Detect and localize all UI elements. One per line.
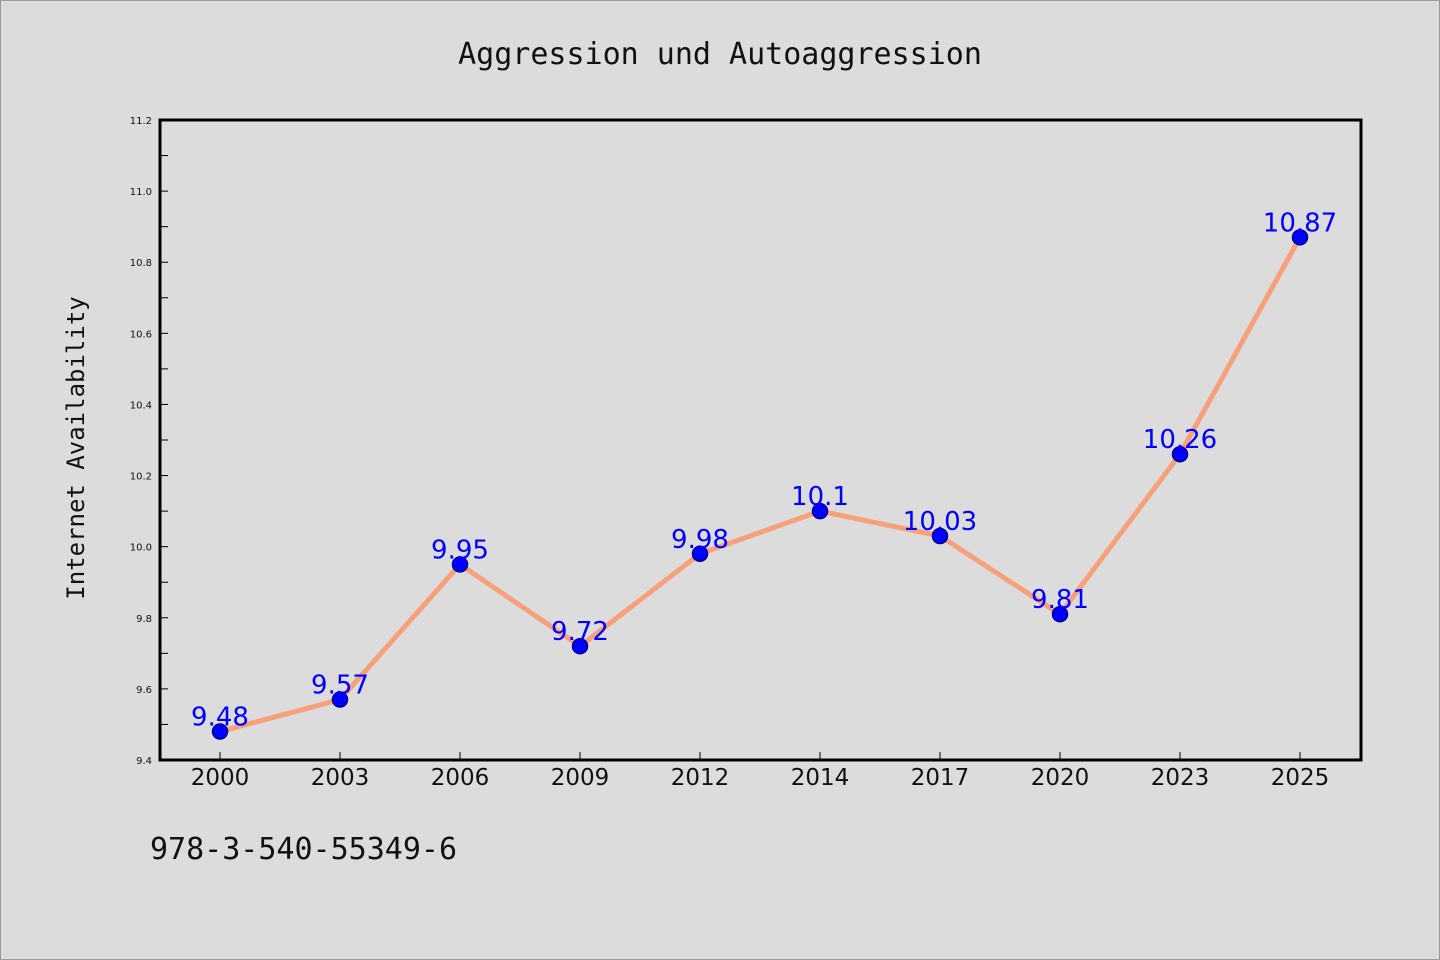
x-axis: 2000 2003 2006 2009 2012 2014 2017 2020 2023 2025 <box>191 752 1330 791</box>
data-label: 9.57 <box>311 671 369 701</box>
y-tick-label: 9.6 <box>136 685 152 696</box>
data-point <box>1291 229 1309 246</box>
data-point <box>811 502 829 520</box>
data-label: 9.48 <box>191 703 249 733</box>
y-tick-label: 10.8 <box>130 258 152 269</box>
y-axis-label: Internet Availability <box>62 296 90 599</box>
series-layer: 9.48 9.57 9.95 9.72 9.98 10.1 10.03 9.81 10.26 10… <box>191 208 1337 740</box>
y-tick-label: 11.0 <box>130 187 152 198</box>
data-point <box>211 723 229 740</box>
x-tick-label: 2012 <box>671 765 730 791</box>
data-label: 10.03 <box>903 507 977 537</box>
data-point <box>1171 445 1189 463</box>
x-tick-label: 2020 <box>1031 765 1090 791</box>
y-tick-label: 10.4 <box>130 400 152 411</box>
data-label: 9.98 <box>671 525 729 555</box>
x-tick-label: 2023 <box>1151 765 1210 791</box>
data-point <box>1051 605 1069 623</box>
y-tick-label: 9.8 <box>136 614 152 625</box>
x-tick-label: 2014 <box>791 765 850 791</box>
y-axis: 9.4 9.6 9.8 10.0 10.2 10.4 10.6 10.8 11.0 11.2 <box>130 116 168 767</box>
chart-title: Aggression und Autoaggression <box>458 37 982 72</box>
data-label: 10.87 <box>1263 208 1337 238</box>
x-tick-label: 2025 <box>1271 765 1330 791</box>
x-tick-label: 2000 <box>191 765 250 791</box>
data-label: 9.72 <box>551 617 609 647</box>
data-point <box>451 556 469 573</box>
y-tick-label: 10.0 <box>130 543 152 554</box>
x-tick-label: 2009 <box>551 765 610 791</box>
y-tick-label: 10.2 <box>130 472 152 483</box>
x-tick-label: 2006 <box>431 765 490 791</box>
data-point <box>571 637 589 655</box>
y-tick-label: 11.2 <box>130 116 152 127</box>
isbn-footer: 978-3-540-55349-6 <box>150 832 458 867</box>
x-tick-label: 2003 <box>311 765 370 791</box>
data-label: 9.95 <box>431 535 489 565</box>
data-point <box>931 527 949 545</box>
y-tick-label: 10.6 <box>130 329 152 340</box>
data-label: 10.26 <box>1143 425 1217 455</box>
data-point <box>691 545 709 563</box>
series-line <box>217 234 1303 735</box>
x-tick-label: 2017 <box>911 765 970 791</box>
y-tick-label: 9.4 <box>136 756 152 767</box>
data-point <box>331 691 349 708</box>
data-label: 9.81 <box>1031 585 1089 615</box>
data-label: 10.1 <box>791 482 849 512</box>
